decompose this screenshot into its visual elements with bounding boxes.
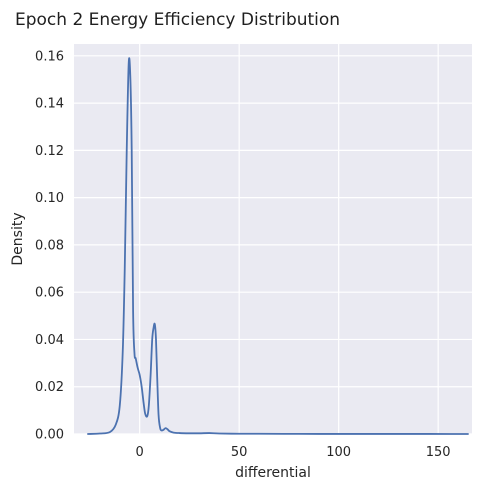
y-tick-label: 0.10 [35, 191, 64, 206]
chart-title: Epoch 2 Energy Efficiency Distribution [15, 10, 340, 30]
x-axis-label: differential [235, 465, 311, 481]
plot-background [74, 44, 472, 434]
y-tick-label: 0.02 [35, 380, 64, 395]
y-tick-label: 0.16 [35, 49, 64, 64]
y-grid [74, 55, 472, 435]
y-tick-label: 0.06 [35, 286, 64, 301]
x-axis-ticks: 0 50 100 150 [136, 445, 451, 460]
y-axis-label: Density [10, 212, 26, 265]
x-tick-label: 50 [231, 445, 248, 460]
x-tick-label: 100 [326, 445, 351, 460]
density-curve [87, 57, 469, 435]
x-tick-label: 150 [426, 445, 451, 460]
y-tick-label: 0.00 [35, 428, 64, 443]
y-tick-label: 0.14 [35, 97, 64, 112]
y-tick-label: 0.08 [35, 238, 64, 253]
x-grid [139, 44, 439, 434]
y-tick-label: 0.04 [35, 333, 64, 348]
y-axis-ticks: 0.00 0.02 0.04 0.06 0.08 0.10 0.12 0.14 0.16 [35, 49, 64, 442]
y-tick-label: 0.12 [35, 144, 64, 159]
x-tick-label: 0 [136, 445, 144, 460]
